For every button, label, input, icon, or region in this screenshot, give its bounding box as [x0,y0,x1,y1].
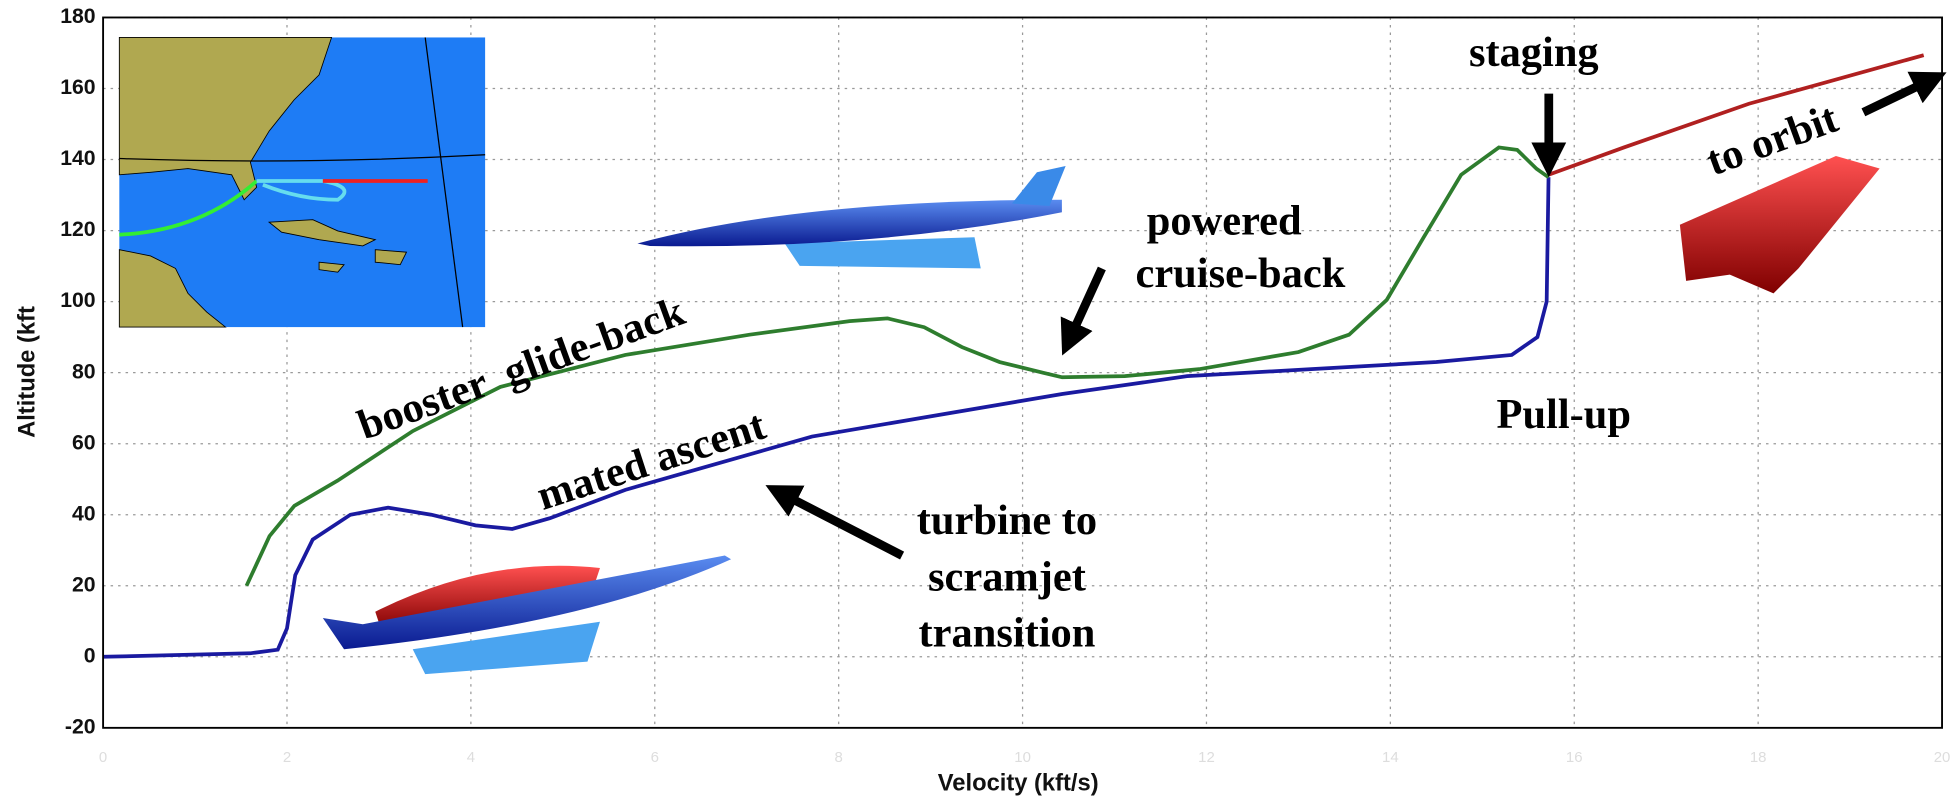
x-tick-label: 12 [1198,749,1215,766]
series-line [103,177,1551,659]
annotation: staging [1469,29,1599,76]
y-tick-label: 100 [60,289,95,312]
annotation: mated ascent [531,402,771,520]
y-tick-label: 180 [60,5,95,28]
annotation: transition [919,609,1096,656]
x-axis-label: Velocity (kft/s) [938,770,1099,796]
y-tick-label: 0 [84,644,96,667]
plot-frame [102,16,1943,729]
y-tick-label: -20 [65,715,96,738]
curves [103,53,1925,659]
x-tick-label: 0 [99,749,107,766]
mated-vehicle [322,555,732,675]
annotation: turbine to [917,497,1097,544]
inset-map [118,37,486,328]
annotation: cruise-back [1136,250,1346,297]
x-tick-label: 8 [835,749,843,766]
x-tick-label: 20 [1934,749,1951,766]
y-tick-label: 140 [60,147,95,170]
y-tick-label: 60 [72,431,96,454]
series-line [1547,53,1925,177]
glide-vehicle [637,166,1066,269]
series-line [244,145,1550,587]
y-tick-label: 80 [72,360,96,383]
x-tick-label: 16 [1566,749,1583,766]
x-tick-label: 2 [283,749,291,766]
orbiter [1679,156,1880,294]
x-tick-label: 14 [1382,749,1399,766]
y-axis-label: Altitude (kft [14,306,40,438]
annotation: Pull-up [1497,391,1631,438]
y-tick-label: 20 [72,573,96,596]
y-tick-label: 40 [72,502,96,525]
y-tick-label: 160 [60,76,95,99]
arrows [765,71,1947,560]
x-tick-label: 4 [467,749,475,766]
annotation: scramjet [928,553,1086,600]
x-tick-label: 18 [1750,749,1767,766]
x-tick-label: 10 [1014,749,1031,766]
y-tick-label: 120 [60,218,95,241]
x-tick-label: 6 [651,749,659,766]
annotation: powered [1147,197,1302,244]
